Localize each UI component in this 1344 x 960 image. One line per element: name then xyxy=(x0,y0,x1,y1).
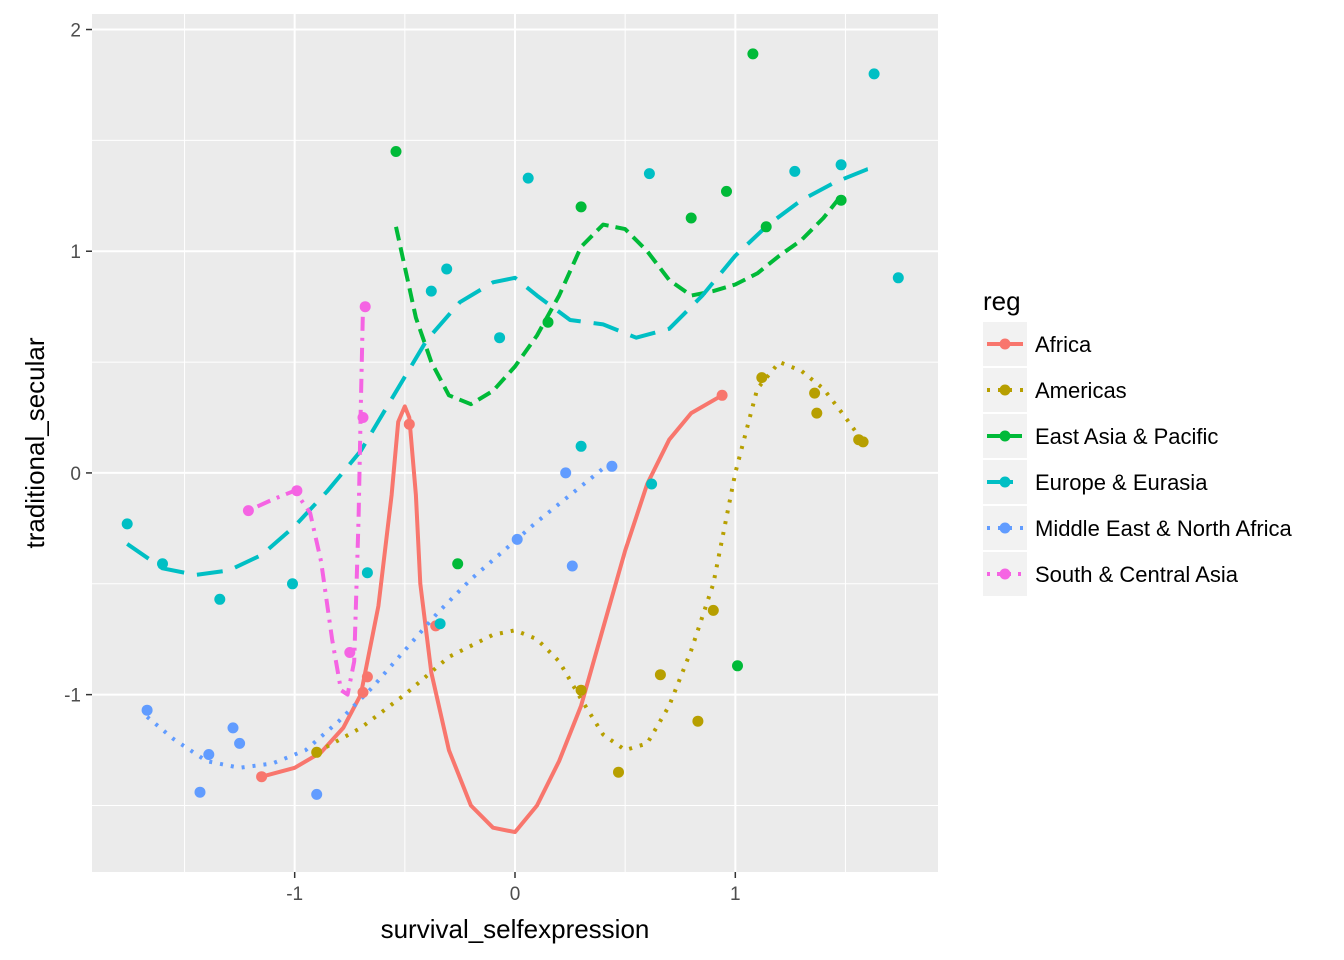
data-point xyxy=(857,436,869,448)
data-point xyxy=(141,704,153,716)
data-point xyxy=(234,737,246,749)
legend-key-point xyxy=(999,430,1011,442)
data-point xyxy=(441,263,453,275)
series-curve xyxy=(247,306,365,697)
legend-label: Europe & Eurasia xyxy=(1035,470,1208,495)
data-point xyxy=(868,68,880,80)
legend-title: reg xyxy=(983,286,1021,316)
data-point xyxy=(606,460,618,472)
x-axis-title: survival_selfexpression xyxy=(381,914,650,944)
data-point xyxy=(311,746,323,758)
data-point xyxy=(361,567,373,579)
data-point xyxy=(575,440,587,452)
data-point xyxy=(344,647,356,658)
y-tick-label: 2 xyxy=(70,21,81,42)
data-point xyxy=(756,372,768,384)
data-points xyxy=(121,48,904,800)
x-tick-label: 1 xyxy=(730,884,741,905)
legend-label: Americas xyxy=(1035,378,1127,403)
legend-label: Africa xyxy=(1035,332,1092,357)
data-point xyxy=(566,560,578,572)
data-point xyxy=(452,558,464,570)
data-point xyxy=(227,722,239,734)
data-point xyxy=(390,146,402,157)
data-point xyxy=(747,48,759,60)
data-point xyxy=(716,389,728,401)
data-point xyxy=(575,684,587,696)
legend: Africa Americas East Asia & Pacific Europe … xyxy=(983,322,1293,596)
legend-key-point xyxy=(999,338,1011,350)
data-point xyxy=(494,332,506,344)
data-point xyxy=(425,285,437,297)
data-point xyxy=(721,185,732,197)
y-axis-ticks: -1 0 1 2 xyxy=(64,21,92,707)
data-point xyxy=(357,686,369,698)
data-point xyxy=(311,788,323,800)
data-point xyxy=(835,194,847,206)
data-point xyxy=(242,505,254,517)
data-point xyxy=(511,533,523,545)
series-curve xyxy=(315,360,865,755)
series-curve xyxy=(394,194,843,407)
data-point xyxy=(287,578,298,590)
data-point xyxy=(291,485,303,497)
data-point xyxy=(811,407,823,419)
x-tick-label: 0 xyxy=(510,884,521,905)
major-gridlines xyxy=(92,14,938,872)
legend-label: South & Central Asia xyxy=(1035,562,1239,587)
legend-key-point xyxy=(999,568,1011,580)
data-point xyxy=(361,671,373,683)
legend-label: East Asia & Pacific xyxy=(1035,424,1218,449)
data-point xyxy=(214,593,226,605)
data-point xyxy=(403,418,415,430)
data-point xyxy=(835,159,847,171)
data-point xyxy=(256,771,268,783)
data-point xyxy=(692,715,704,727)
data-point xyxy=(560,467,572,479)
data-point xyxy=(643,168,655,180)
data-point xyxy=(359,301,371,313)
data-point xyxy=(194,786,206,798)
data-point xyxy=(121,518,133,530)
data-point xyxy=(809,387,821,399)
data-point xyxy=(654,669,666,681)
data-point xyxy=(789,165,801,177)
data-point xyxy=(157,558,168,570)
legend-label: Middle East & North Africa xyxy=(1035,516,1293,541)
legend-key-point xyxy=(999,384,1011,396)
data-point xyxy=(707,604,719,616)
data-point xyxy=(522,172,534,184)
y-tick-label: -1 xyxy=(64,686,81,707)
legend-key-point xyxy=(999,522,1011,534)
y-tick-label: 1 xyxy=(70,242,81,263)
data-point xyxy=(685,212,697,224)
data-point xyxy=(575,201,587,213)
data-point xyxy=(732,660,743,672)
legend-key-point xyxy=(999,476,1011,488)
x-tick-label: -1 xyxy=(286,884,303,905)
data-point xyxy=(357,412,369,423)
y-tick-label: 0 xyxy=(70,464,81,485)
data-point xyxy=(203,749,215,760)
data-point xyxy=(542,316,554,328)
data-point xyxy=(892,272,904,284)
data-point xyxy=(434,618,446,630)
data-point xyxy=(760,221,772,233)
data-point xyxy=(646,478,658,490)
x-axis-ticks: -1 0 1 xyxy=(286,872,741,905)
series-curve xyxy=(126,165,879,577)
data-point xyxy=(613,766,624,778)
y-axis-title: traditional_secular xyxy=(20,337,50,548)
